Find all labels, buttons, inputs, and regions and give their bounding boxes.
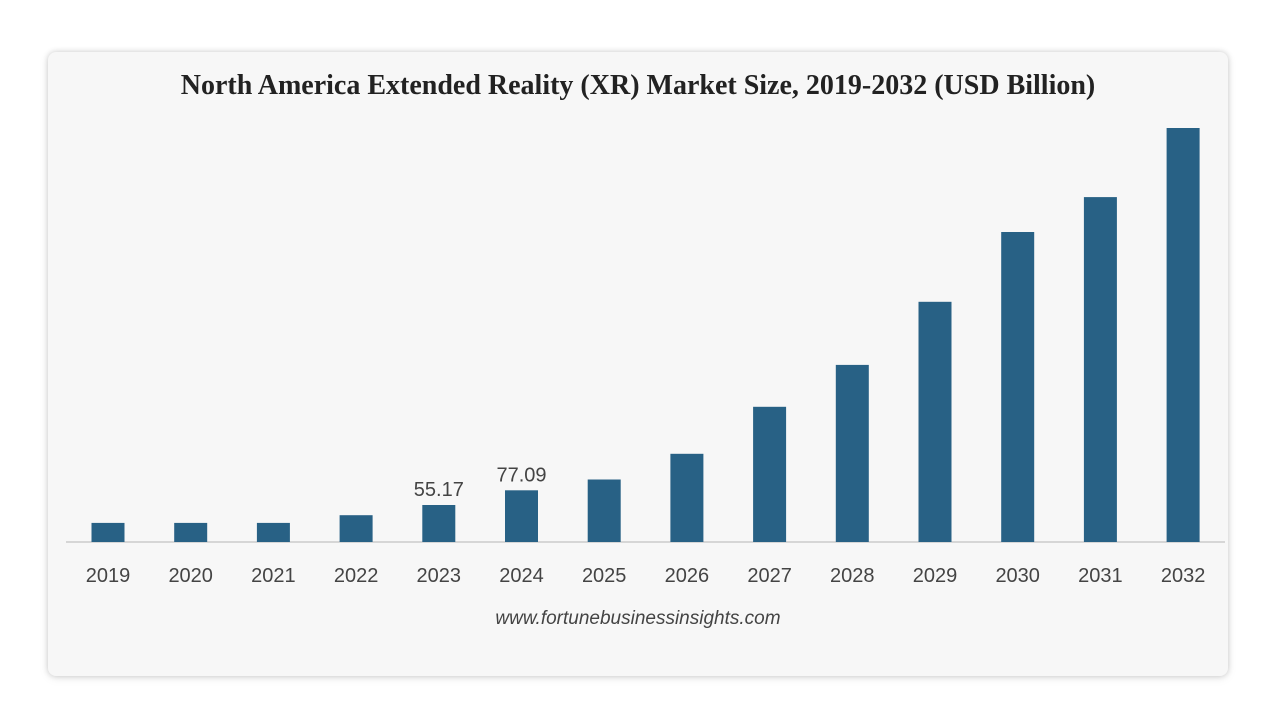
x-tick-label: 2024 [499, 565, 544, 587]
x-tick-label: 2019 [86, 565, 131, 587]
bar-2032 [1166, 128, 1200, 542]
bar-2023 [422, 505, 456, 542]
x-tick-label: 2021 [251, 565, 296, 587]
bar-2028 [835, 364, 869, 542]
x-tick-label: 2020 [168, 565, 213, 587]
x-tick-label: 2029 [913, 565, 958, 587]
x-tick-label: 2027 [747, 565, 792, 587]
bar-2021 [256, 522, 290, 542]
x-tick-labels-group: 2019 2020 2021 2022 2023 2024 2025 2026 2027 2028… [86, 565, 1206, 587]
bar-2031 [1083, 197, 1117, 542]
bar-2022 [339, 515, 373, 542]
bar-2025 [587, 479, 621, 542]
x-tick-label: 2030 [995, 565, 1039, 587]
bar-2027 [753, 406, 787, 542]
chart-title: North America Extended Reality (XR) Mark… [180, 70, 1096, 101]
x-tick-label: 2025 [582, 565, 627, 587]
x-tick-label: 2031 [1078, 565, 1123, 587]
source-url: www.fortunebusinessinsights.com [495, 608, 781, 629]
bar-2026 [670, 453, 704, 542]
bar-2020 [174, 522, 208, 542]
data-label-2023: 55.17 [414, 479, 464, 501]
bar-2019 [91, 522, 125, 542]
x-tick-label: 2032 [1161, 565, 1206, 587]
data-label-2024: 77.09 [496, 464, 546, 486]
bars-group [91, 128, 1200, 542]
bar-2030 [1001, 232, 1035, 542]
x-tick-label: 2028 [830, 565, 875, 587]
bar-2024 [505, 490, 538, 542]
x-tick-label: 2022 [334, 565, 379, 587]
x-tick-label: 2023 [417, 565, 462, 587]
x-tick-label: 2026 [665, 565, 710, 587]
bar-2029 [918, 301, 952, 542]
chart-card: North America Extended Reality (XR) Mark… [48, 52, 1228, 676]
data-labels-group: 55.17 77.09 [414, 464, 547, 501]
